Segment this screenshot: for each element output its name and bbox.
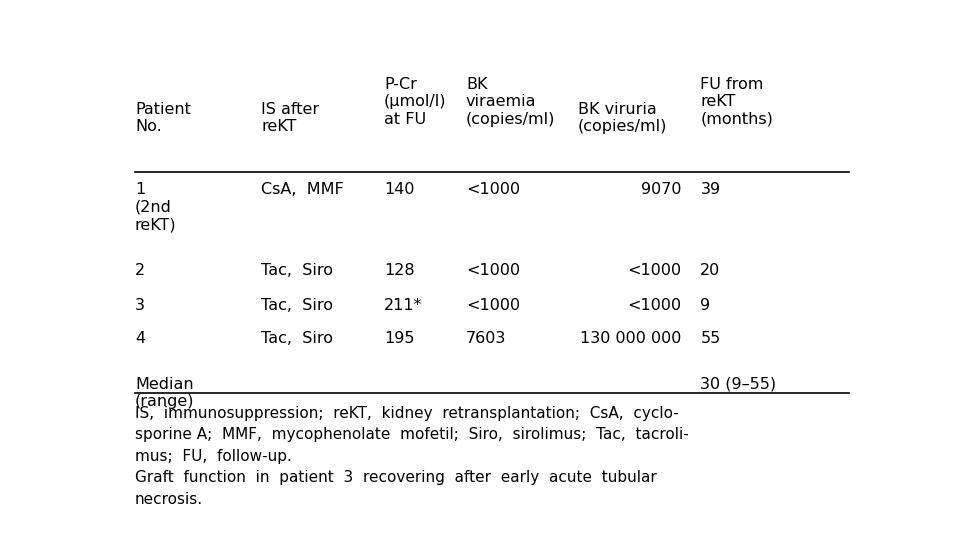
Text: <1000: <1000 xyxy=(466,182,520,197)
Text: BK viruria
(copies/ml): BK viruria (copies/ml) xyxy=(578,101,667,134)
Text: 55: 55 xyxy=(701,331,721,346)
Text: 1
(2nd
reKT): 1 (2nd reKT) xyxy=(134,182,177,232)
Text: Graft  function  in  patient  3  recovering  after  early  acute  tubular: Graft function in patient 3 recovering a… xyxy=(134,470,657,485)
Text: mus;  FU,  follow-up.: mus; FU, follow-up. xyxy=(134,448,292,463)
Text: Tac,  Siro: Tac, Siro xyxy=(261,298,333,313)
Text: <1000: <1000 xyxy=(628,263,682,278)
Text: 39: 39 xyxy=(701,182,720,197)
Text: 2: 2 xyxy=(134,263,145,278)
Text: BK
viraemia
(copies/ml): BK viraemia (copies/ml) xyxy=(466,77,555,127)
Text: <1000: <1000 xyxy=(466,263,520,278)
Text: FU from
reKT
(months): FU from reKT (months) xyxy=(701,77,773,127)
Text: Median
(range): Median (range) xyxy=(134,376,194,409)
Text: <1000: <1000 xyxy=(628,298,682,313)
Text: Tac,  Siro: Tac, Siro xyxy=(261,331,333,346)
Text: IS,  immunosuppression;  reKT,  kidney  retransplantation;  CsA,  cyclo-: IS, immunosuppression; reKT, kidney retr… xyxy=(134,405,679,420)
Text: Tac,  Siro: Tac, Siro xyxy=(261,263,333,278)
Text: necrosis.: necrosis. xyxy=(134,491,203,506)
Text: 3: 3 xyxy=(134,298,145,313)
Text: 20: 20 xyxy=(701,263,721,278)
Text: 128: 128 xyxy=(384,263,415,278)
Text: CsA,  MMF: CsA, MMF xyxy=(261,182,344,197)
Text: IS after
reKT: IS after reKT xyxy=(261,101,320,134)
Text: 9070: 9070 xyxy=(641,182,682,197)
Text: P-Cr
(μmol/l)
at FU: P-Cr (μmol/l) at FU xyxy=(384,77,446,127)
Text: 7603: 7603 xyxy=(466,331,506,346)
Text: Patient
No.: Patient No. xyxy=(134,101,191,134)
Text: 4: 4 xyxy=(134,331,145,346)
Text: 211*: 211* xyxy=(384,298,422,313)
Text: <1000: <1000 xyxy=(466,298,520,313)
Text: 9: 9 xyxy=(701,298,710,313)
Text: 195: 195 xyxy=(384,331,415,346)
Text: 30 (9–55): 30 (9–55) xyxy=(701,376,777,391)
Text: 140: 140 xyxy=(384,182,415,197)
Text: 130 000 000: 130 000 000 xyxy=(581,331,682,346)
Text: sporine A;  MMF,  mycophenolate  mofetil;  Siro,  sirolimus;  Tac,  tacroli-: sporine A; MMF, mycophenolate mofetil; S… xyxy=(134,427,688,442)
